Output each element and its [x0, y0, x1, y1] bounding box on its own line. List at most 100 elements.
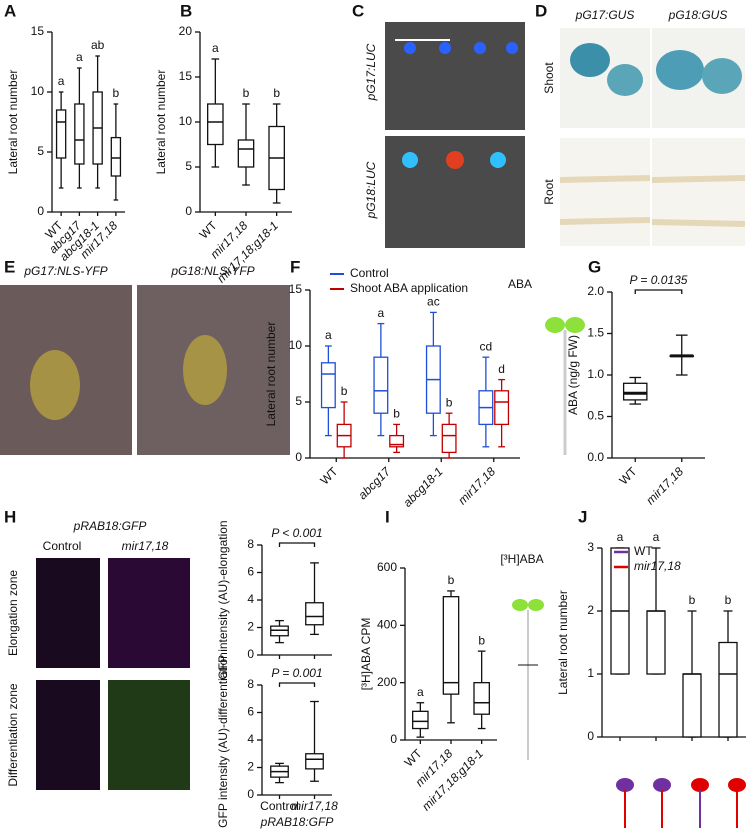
x-tick-label: mir17,18	[291, 799, 338, 813]
panel-label: F	[290, 257, 300, 276]
box	[718, 641, 738, 738]
box	[305, 753, 324, 770]
box	[110, 136, 122, 177]
significance-letter: a	[617, 530, 624, 544]
image-label: pG17:GUS	[575, 8, 635, 22]
panel-label: G	[588, 257, 601, 276]
y-axis-label: Lateral root number	[264, 322, 278, 427]
y-tick-label: 0	[247, 647, 254, 661]
y-tick-label: 3	[587, 540, 594, 554]
p-value: P = 0.0135	[630, 273, 688, 287]
box	[412, 710, 429, 730]
x-tick-label: WT	[617, 464, 641, 488]
luc-signal	[402, 42, 518, 169]
significance-letter: b	[273, 86, 280, 100]
gus-image	[560, 138, 650, 246]
significance-letter: a	[653, 530, 660, 544]
y-tick-label: 0	[295, 450, 302, 464]
bracket	[278, 682, 316, 687]
box	[473, 682, 490, 715]
box	[74, 103, 85, 165]
seedling	[512, 599, 544, 760]
significance-letter: b	[113, 86, 120, 100]
x-axis-label: pRAB18:GFP	[260, 815, 334, 829]
y-tick-label: 2	[247, 760, 254, 774]
y-tick-label: 0	[185, 204, 192, 218]
legend-label: mir17,18	[634, 559, 681, 573]
box	[646, 610, 666, 675]
y-tick-label: 1.0	[587, 367, 604, 381]
y-tick-label: 0	[587, 729, 594, 743]
image-title: pRAB18:GFP	[73, 519, 147, 533]
image-label: [³H]ABA	[500, 552, 543, 566]
y-tick-label: 5	[185, 159, 192, 173]
significance-letter: ab	[91, 38, 105, 52]
y-tick-label: 0.5	[587, 409, 604, 423]
seedling	[545, 317, 585, 455]
y-tick-label: 1	[587, 666, 594, 680]
y-tick-label: 10	[31, 84, 45, 98]
image-label: pG17:LUC	[364, 43, 378, 101]
y-tick-label: 6	[247, 705, 254, 719]
box	[237, 139, 255, 168]
y-tick-label: 2.0	[587, 284, 604, 298]
luc-image	[385, 22, 525, 130]
y-tick-label: 0	[390, 732, 397, 746]
image-label: pG18:NLS-YFP	[170, 264, 254, 278]
significance-letter: b	[448, 573, 455, 587]
box	[442, 596, 460, 695]
panel-label: I	[385, 507, 390, 526]
y-tick-label: 5	[37, 144, 44, 158]
y-axis-label: Lateral root number	[556, 590, 570, 695]
y-axis-label: GFP intensity (AU)-differentiation	[216, 652, 230, 828]
y-axis-label: Lateral root number	[6, 70, 20, 175]
p-value: P = 0.001	[271, 666, 322, 680]
significance-letter: d	[498, 362, 505, 376]
graft-images	[616, 778, 746, 828]
gfp-image	[36, 680, 100, 790]
gfp-image	[108, 558, 190, 668]
x-tick-label: abcg17	[355, 464, 394, 503]
column-label: Control	[43, 539, 82, 553]
panel-label: C	[352, 1, 364, 20]
panel-label: B	[180, 1, 192, 20]
panel-label: H	[4, 507, 16, 526]
row-label: Root	[542, 179, 556, 205]
significance-letter: a	[378, 306, 385, 320]
box	[441, 423, 457, 454]
significance-letter: a	[417, 685, 424, 699]
panel-label: J	[578, 507, 587, 526]
x-tick-label: WT	[318, 464, 342, 488]
y-tick-label: 10	[179, 114, 193, 128]
x-tick-label: mir17,18	[455, 464, 498, 507]
gus-image	[652, 138, 745, 246]
box	[682, 673, 702, 738]
y-axis-label: GFP intensity (AU)-elongation	[216, 520, 230, 679]
y-axis-label: Lateral root number	[154, 70, 168, 175]
y-axis-label: ABA (ng/g FW)	[566, 335, 580, 415]
x-tick-label: mir17,18	[643, 464, 686, 507]
column-label: mir17,18	[122, 539, 169, 553]
gus-stain	[702, 58, 742, 94]
y-tick-label: 0.0	[587, 450, 604, 464]
legend-label: Shoot ABA application	[350, 281, 468, 295]
significance-letter: a	[58, 74, 65, 88]
box	[207, 103, 224, 146]
significance-letter: ac	[427, 295, 440, 309]
significance-letter: b	[478, 633, 485, 647]
p-value: P < 0.001	[271, 526, 322, 540]
image-label: pG18:GUS	[668, 8, 728, 22]
box	[622, 382, 648, 401]
panel-label: A	[4, 1, 16, 20]
bracket	[278, 542, 316, 547]
significance-letter: b	[393, 407, 400, 421]
y-tick-label: 0	[37, 204, 44, 218]
significance-letter: b	[446, 395, 453, 409]
y-axis-label: [³H]ABA CPM	[359, 618, 373, 691]
box	[320, 362, 336, 409]
y-tick-label: 4	[247, 732, 254, 746]
y-tick-label: 20	[179, 24, 193, 38]
x-tick-label: Control	[260, 799, 299, 813]
significance-letter: b	[341, 384, 348, 398]
